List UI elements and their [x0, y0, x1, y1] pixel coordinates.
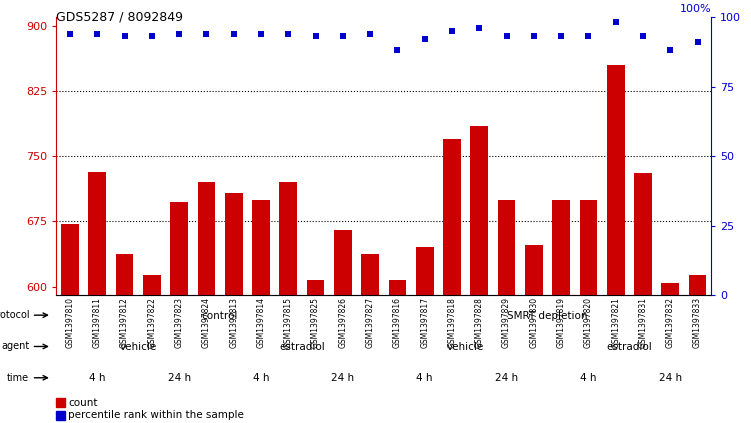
Text: 4 h: 4 h	[253, 374, 269, 383]
Bar	[334, 230, 351, 295]
Text: time: time	[8, 373, 29, 383]
Bar	[198, 182, 216, 295]
Text: control: control	[202, 311, 238, 321]
Bar	[662, 283, 679, 295]
Text: count: count	[68, 398, 98, 408]
Bar	[634, 173, 652, 295]
Bar	[580, 200, 597, 295]
Point	[555, 33, 567, 40]
Text: 4 h: 4 h	[417, 374, 433, 383]
Bar	[56, 411, 65, 420]
Bar	[306, 280, 324, 295]
Bar	[470, 126, 488, 295]
Text: 24 h: 24 h	[331, 374, 354, 383]
Point	[419, 36, 431, 43]
Point	[583, 33, 595, 40]
Text: percentile rank within the sample: percentile rank within the sample	[68, 410, 244, 420]
Text: agent: agent	[1, 341, 29, 352]
Text: vehicle: vehicle	[119, 342, 157, 352]
Point	[692, 38, 704, 45]
Text: 4 h: 4 h	[89, 374, 105, 383]
Text: 4 h: 4 h	[581, 374, 596, 383]
Bar	[56, 398, 65, 407]
Bar	[170, 202, 188, 295]
Point	[146, 33, 158, 40]
Text: 24 h: 24 h	[659, 374, 682, 383]
Text: estradiol: estradiol	[279, 342, 324, 352]
Point	[664, 47, 676, 54]
Point	[201, 30, 213, 37]
Point	[228, 30, 240, 37]
Point	[309, 33, 321, 40]
Bar	[279, 182, 297, 295]
Text: 100%: 100%	[680, 4, 711, 14]
Bar	[116, 254, 134, 295]
Point	[610, 19, 622, 26]
Bar	[416, 247, 433, 295]
Point	[528, 33, 540, 40]
Point	[119, 33, 131, 40]
Point	[500, 33, 512, 40]
Point	[255, 30, 267, 37]
Point	[446, 27, 458, 34]
Text: 24 h: 24 h	[167, 374, 191, 383]
Bar	[89, 172, 106, 295]
Text: vehicle: vehicle	[447, 342, 484, 352]
Point	[92, 30, 104, 37]
Point	[64, 30, 76, 37]
Point	[364, 30, 376, 37]
Bar	[252, 200, 270, 295]
Bar	[361, 254, 379, 295]
Text: estradiol: estradiol	[607, 342, 652, 352]
Bar	[525, 245, 543, 295]
Bar	[689, 275, 707, 295]
Bar	[143, 275, 161, 295]
Bar	[61, 224, 79, 295]
Text: GDS5287 / 8092849: GDS5287 / 8092849	[56, 11, 183, 24]
Point	[336, 33, 348, 40]
Point	[282, 30, 294, 37]
Point	[173, 30, 185, 37]
Point	[391, 47, 403, 54]
Bar	[552, 200, 570, 295]
Text: 24 h: 24 h	[495, 374, 518, 383]
Point	[473, 25, 485, 31]
Bar	[498, 200, 515, 295]
Bar	[225, 193, 243, 295]
Text: protocol: protocol	[0, 310, 29, 320]
Bar	[607, 65, 625, 295]
Bar	[388, 280, 406, 295]
Text: SMRT depletion: SMRT depletion	[507, 311, 588, 321]
Point	[637, 33, 649, 40]
Bar	[443, 139, 461, 295]
